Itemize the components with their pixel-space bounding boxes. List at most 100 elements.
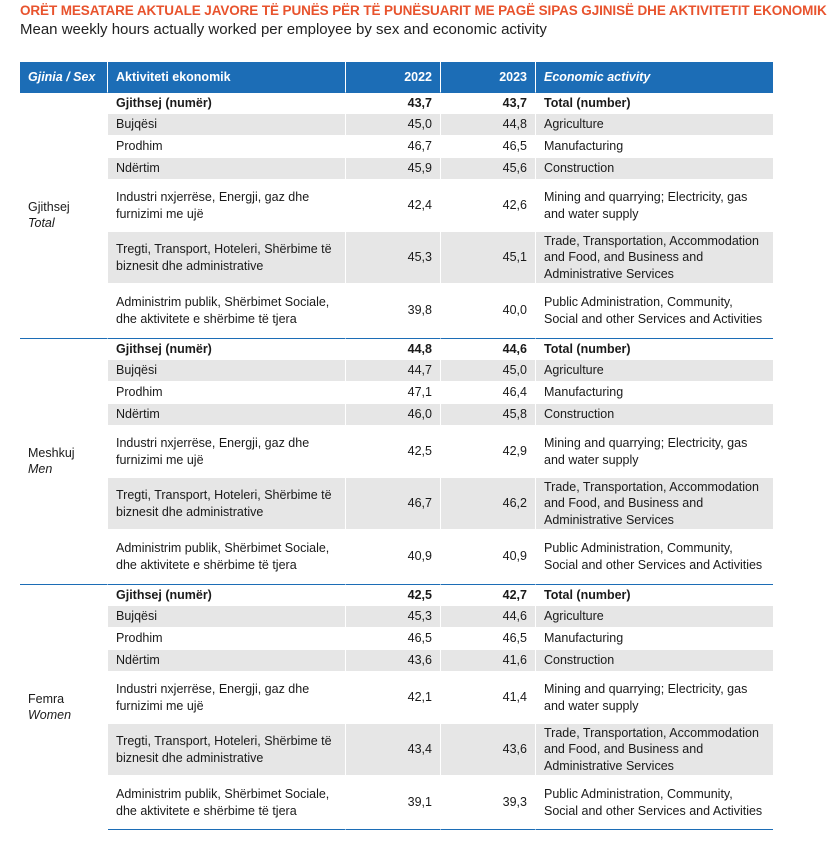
table-row: Bujqësi 45,3 44,6 Agriculture bbox=[20, 606, 773, 628]
value-2023-cell: 41,6 bbox=[441, 650, 536, 672]
sex-group-label: Femra Women bbox=[20, 584, 108, 830]
table-title-albanian: ORËT MESATARE AKTUALE JAVORE TË PUNËS PË… bbox=[20, 3, 827, 18]
table-row: Industri nxjerrëse, Energji, gaz dhe fur… bbox=[20, 180, 773, 232]
value-2022-cell: 46,5 bbox=[346, 628, 441, 650]
value-2023-cell: 43,7 bbox=[441, 92, 536, 114]
value-2023-cell: 45,0 bbox=[441, 360, 536, 382]
value-2022-cell: 45,3 bbox=[346, 606, 441, 628]
value-2022-cell: 43,6 bbox=[346, 650, 441, 672]
table-row: Bujqësi 45,0 44,8 Agriculture bbox=[20, 114, 773, 136]
table-row: Tregti, Transport, Hoteleri, Shërbime të… bbox=[20, 232, 773, 284]
activity-en-cell: Total (number) bbox=[536, 92, 773, 114]
value-2022-cell: 42,5 bbox=[346, 426, 441, 478]
activity-en-cell: Public Administration, Community, Social… bbox=[536, 530, 773, 584]
value-2022-cell: 42,4 bbox=[346, 180, 441, 232]
sex-label-en: Men bbox=[28, 462, 53, 476]
activity-sq-cell: Administrim publik, Shërbimet Sociale, d… bbox=[108, 776, 346, 830]
activity-en-cell: Agriculture bbox=[536, 114, 773, 136]
table-row: Tregti, Transport, Hoteleri, Shërbime të… bbox=[20, 724, 773, 776]
activity-en-cell: Mining and quarrying; Electricity, gas a… bbox=[536, 426, 773, 478]
activity-en-cell: Total (number) bbox=[536, 338, 773, 360]
value-2023-cell: 46,5 bbox=[441, 136, 536, 158]
table-row-total: Meshkuj Men Gjithsej (numër) 44,8 44,6 Total … bbox=[20, 338, 773, 584]
value-2023-cell: 40,0 bbox=[441, 284, 536, 338]
value-2022-cell: 43,7 bbox=[346, 92, 441, 114]
activity-en-cell: Total (number) bbox=[536, 584, 773, 606]
activity-sq-cell: Ndërtim bbox=[108, 650, 346, 672]
value-2023-cell: 45,1 bbox=[441, 232, 536, 284]
sex-label-en: Women bbox=[28, 708, 72, 722]
table-row: Ndërtim 45,9 45,6 Construction bbox=[20, 158, 773, 180]
table-row-total: Femra Women Gjithsej (numër) 42,5 42,7 Total … bbox=[20, 584, 773, 830]
activity-sq-cell: Ndërtim bbox=[108, 404, 346, 426]
activity-sq-cell: Ndërtim bbox=[108, 158, 346, 180]
activity-en-cell: Mining and quarrying; Electricity, gas a… bbox=[536, 180, 773, 232]
activity-sq-cell: Prodhim bbox=[108, 382, 346, 404]
value-2022-cell: 46,7 bbox=[346, 478, 441, 530]
value-2023-cell: 44,6 bbox=[441, 338, 536, 360]
activity-sq-cell: Industri nxjerrëse, Energji, gaz dhe fur… bbox=[108, 672, 346, 724]
activity-en-cell: Public Administration, Community, Social… bbox=[536, 284, 773, 338]
header-activity-sq: Aktiviteti ekonomik bbox=[108, 62, 346, 92]
value-2023-cell: 45,6 bbox=[441, 158, 536, 180]
activity-sq-cell: Industri nxjerrëse, Energji, gaz dhe fur… bbox=[108, 426, 346, 478]
value-2023-cell: 40,9 bbox=[441, 530, 536, 584]
value-2022-cell: 44,8 bbox=[346, 338, 441, 360]
table-row: Ndërtim 46,0 45,8 Construction bbox=[20, 404, 773, 426]
table-row: Administrim publik, Shërbimet Sociale, d… bbox=[20, 776, 773, 830]
activity-sq-cell: Administrim publik, Shërbimet Sociale, d… bbox=[108, 530, 346, 584]
activity-sq-cell: Prodhim bbox=[108, 628, 346, 650]
activity-en-cell: Trade, Transportation, Accommodation and… bbox=[536, 724, 773, 776]
sex-label-en: Total bbox=[28, 216, 55, 230]
sex-label-sq: Gjithsej bbox=[28, 199, 70, 214]
activity-sq-cell: Industri nxjerrëse, Energji, gaz dhe fur… bbox=[108, 180, 346, 232]
value-2023-cell: 46,4 bbox=[441, 382, 536, 404]
activity-en-cell: Mining and quarrying; Electricity, gas a… bbox=[536, 672, 773, 724]
header-activity-en: Economic activity bbox=[536, 62, 773, 92]
value-2022-cell: 42,5 bbox=[346, 584, 441, 606]
table-row: Prodhim 46,7 46,5 Manufacturing bbox=[20, 136, 773, 158]
table-row: Ndërtim 43,6 41,6 Construction bbox=[20, 650, 773, 672]
activity-en-cell: Manufacturing bbox=[536, 136, 773, 158]
header-year-2022: 2022 bbox=[346, 62, 441, 92]
table-row: Bujqësi 44,7 45,0 Agriculture bbox=[20, 360, 773, 382]
value-2023-cell: 46,5 bbox=[441, 628, 536, 650]
sex-group-label: Gjithsej Total bbox=[20, 92, 108, 338]
table-title-english: Mean weekly hours actually worked per em… bbox=[20, 21, 547, 38]
table-header-row: Gjinia / Sex Aktiviteti ekonomik 2022 20… bbox=[20, 62, 773, 92]
value-2023-cell: 42,6 bbox=[441, 180, 536, 232]
table-body: Gjithsej Total Gjithsej (numër) 43,7 43,7 Tot… bbox=[20, 92, 773, 830]
activity-sq-cell: Bujqësi bbox=[108, 606, 346, 628]
header-sex: Gjinia / Sex bbox=[20, 62, 108, 92]
value-2022-cell: 43,4 bbox=[346, 724, 441, 776]
sex-label-sq: Meshkuj bbox=[28, 445, 75, 460]
table-row: Industri nxjerrëse, Energji, gaz dhe fur… bbox=[20, 672, 773, 724]
activity-sq-cell: Bujqësi bbox=[108, 360, 346, 382]
value-2023-cell: 44,8 bbox=[441, 114, 536, 136]
value-2022-cell: 47,1 bbox=[346, 382, 441, 404]
activity-en-cell: Manufacturing bbox=[536, 628, 773, 650]
activity-sq-cell: Gjithsej (numër) bbox=[108, 338, 346, 360]
header-year-2023: 2023 bbox=[441, 62, 536, 92]
value-2022-cell: 45,9 bbox=[346, 158, 441, 180]
table-row: Administrim publik, Shërbimet Sociale, d… bbox=[20, 530, 773, 584]
value-2022-cell: 44,7 bbox=[346, 360, 441, 382]
sex-group-label: Meshkuj Men bbox=[20, 338, 108, 584]
value-2022-cell: 46,7 bbox=[346, 136, 441, 158]
value-2022-cell: 40,9 bbox=[346, 530, 441, 584]
hours-table: Gjinia / Sex Aktiviteti ekonomik 2022 20… bbox=[20, 62, 773, 830]
activity-en-cell: Construction bbox=[536, 404, 773, 426]
table-row: Prodhim 47,1 46,4 Manufacturing bbox=[20, 382, 773, 404]
activity-sq-cell: Tregti, Transport, Hoteleri, Shërbime të… bbox=[108, 232, 346, 284]
activity-sq-cell: Bujqësi bbox=[108, 114, 346, 136]
value-2022-cell: 42,1 bbox=[346, 672, 441, 724]
activity-en-cell: Trade, Transportation, Accommodation and… bbox=[536, 232, 773, 284]
table-row: Administrim publik, Shërbimet Sociale, d… bbox=[20, 284, 773, 338]
value-2022-cell: 39,1 bbox=[346, 776, 441, 830]
activity-sq-cell: Tregti, Transport, Hoteleri, Shërbime të… bbox=[108, 724, 346, 776]
activity-en-cell: Construction bbox=[536, 158, 773, 180]
table-row-total: Gjithsej Total Gjithsej (numër) 43,7 43,7 Tot… bbox=[20, 92, 773, 338]
activity-en-cell: Public Administration, Community, Social… bbox=[536, 776, 773, 830]
value-2023-cell: 45,8 bbox=[441, 404, 536, 426]
table-row: Industri nxjerrëse, Energji, gaz dhe fur… bbox=[20, 426, 773, 478]
